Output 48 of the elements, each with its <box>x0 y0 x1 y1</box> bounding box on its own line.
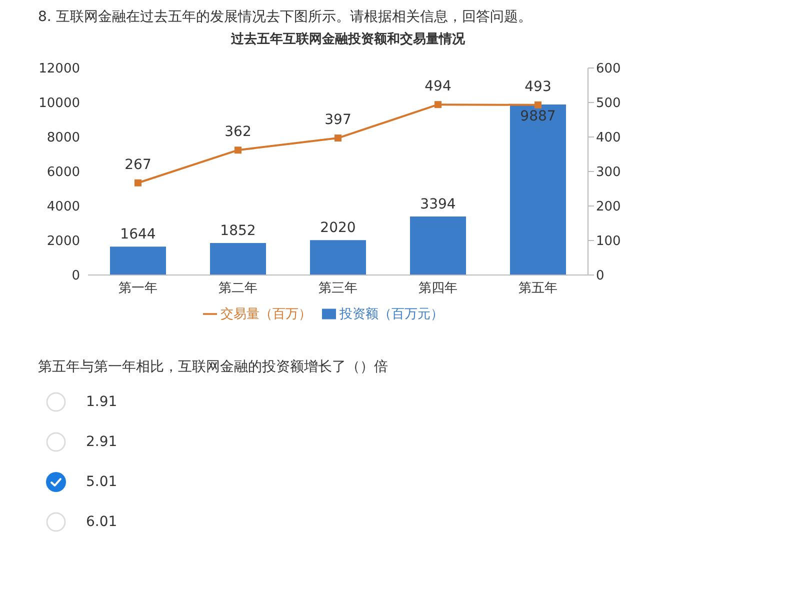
point <box>134 179 142 186</box>
point <box>434 101 442 108</box>
text: 6.01 <box>86 514 118 530</box>
data-label: 494 <box>424 78 452 95</box>
legend-label: 投资额（百万元） <box>340 307 444 322</box>
text: 1.91 <box>86 394 118 410</box>
x-tick-label: 第四年 <box>418 281 458 296</box>
y-tick-label: 12000 <box>38 62 80 77</box>
data-label: 2020 <box>320 220 356 236</box>
x-tick-label: 第五年 <box>518 281 558 296</box>
data-label: 362 <box>224 124 252 140</box>
y-tick-label: 6000 <box>46 165 80 180</box>
data-label: 3394 <box>420 196 456 212</box>
y-tick-label: 2000 <box>46 234 80 250</box>
data-label: 9887 <box>520 108 556 124</box>
text: 8. 互联网金融在过去五年的发展情况去下图所示。请根据相关信息，回答问题。 <box>37 8 533 27</box>
bar <box>310 240 366 275</box>
y2-tick-label: 200 <box>596 200 621 215</box>
y2-tick-label: 0 <box>596 268 604 284</box>
data-label: 397 <box>324 112 352 128</box>
y2-tick-label: 600 <box>596 62 621 77</box>
y-tick-label: 10000 <box>38 96 80 112</box>
chart-title: 过去五年互联网金融投资额和交易量情况 <box>230 30 466 48</box>
x-tick-label: 第一年 <box>118 281 158 296</box>
text: 第五年与第一年相比，互联网金融的投资额增长了（）倍 <box>37 358 389 377</box>
y-tick-label: 8000 <box>46 130 80 146</box>
x-tick-label: 第二年 <box>218 281 258 296</box>
data-label: 1644 <box>120 226 156 243</box>
y2-tick-label: 300 <box>596 165 621 180</box>
data-label: 493 <box>524 78 552 95</box>
text: 2.91 <box>86 434 118 450</box>
legend-label: 交易量（百万） <box>220 307 312 322</box>
y2-tick-label: 400 <box>596 130 621 146</box>
y-tick-label: 0 <box>72 268 80 284</box>
bar <box>510 104 566 275</box>
y2-tick-label: 100 <box>596 234 621 250</box>
bar <box>210 243 266 275</box>
point <box>534 101 542 108</box>
bar <box>110 246 166 275</box>
text: 5.01 <box>86 474 118 490</box>
data-label: 267 <box>124 156 152 173</box>
y2-tick-label: 500 <box>596 96 621 112</box>
data-label: 1852 <box>220 223 256 240</box>
point <box>334 134 342 142</box>
bar <box>410 216 466 275</box>
point <box>234 146 242 154</box>
x-tick-label: 第三年 <box>318 281 358 296</box>
y-tick-label: 4000 <box>46 200 80 215</box>
